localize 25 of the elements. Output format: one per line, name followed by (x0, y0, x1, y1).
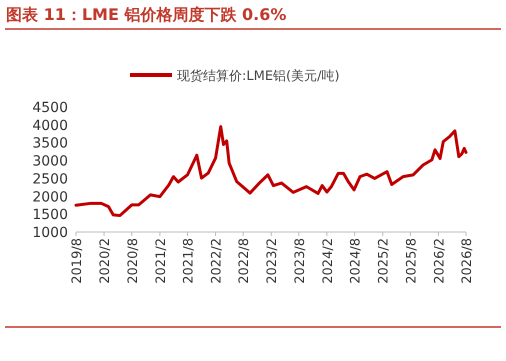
x-tick-label: 2022/8 (237, 238, 252, 284)
x-tick-label: 2019/8 (70, 238, 85, 284)
x-tick-label: 2023/8 (292, 238, 308, 284)
x-tick-label: 2021/8 (181, 238, 196, 284)
x-tick-label: 2020/2 (98, 238, 114, 284)
x-tick-label: 2021/2 (154, 238, 169, 284)
x-tick-label: 2020/8 (126, 238, 141, 284)
x-tick-label: 2024/8 (348, 238, 364, 284)
y-tick-label: 3500 (32, 136, 68, 152)
x-tick-label: 2023/2 (265, 238, 280, 284)
y-tick-label: 4500 (32, 100, 68, 116)
x-tick-label: 2025/8 (404, 238, 420, 284)
y-tick-label: 1000 (32, 225, 68, 241)
y-tick-label: 2000 (32, 189, 68, 206)
y-tick-label: 3000 (32, 154, 68, 170)
chart-title: 图表 11：LME 铝价格周度下跌 0.6% (6, 5, 286, 24)
x-tick-label: 2024/2 (320, 238, 336, 284)
x-tick-label: 2025/2 (376, 238, 392, 284)
y-tick-label: 1500 (32, 207, 68, 224)
x-tick-label: 2026/8 (460, 238, 475, 284)
legend-label: 现货结算价:LME铝(美元/吨) (177, 68, 340, 84)
y-tick-label: 4000 (32, 118, 68, 134)
x-tick-label: 2022/2 (210, 238, 225, 284)
y-tick-label: 2500 (32, 171, 68, 188)
x-tick-label: 2026/2 (432, 238, 448, 284)
